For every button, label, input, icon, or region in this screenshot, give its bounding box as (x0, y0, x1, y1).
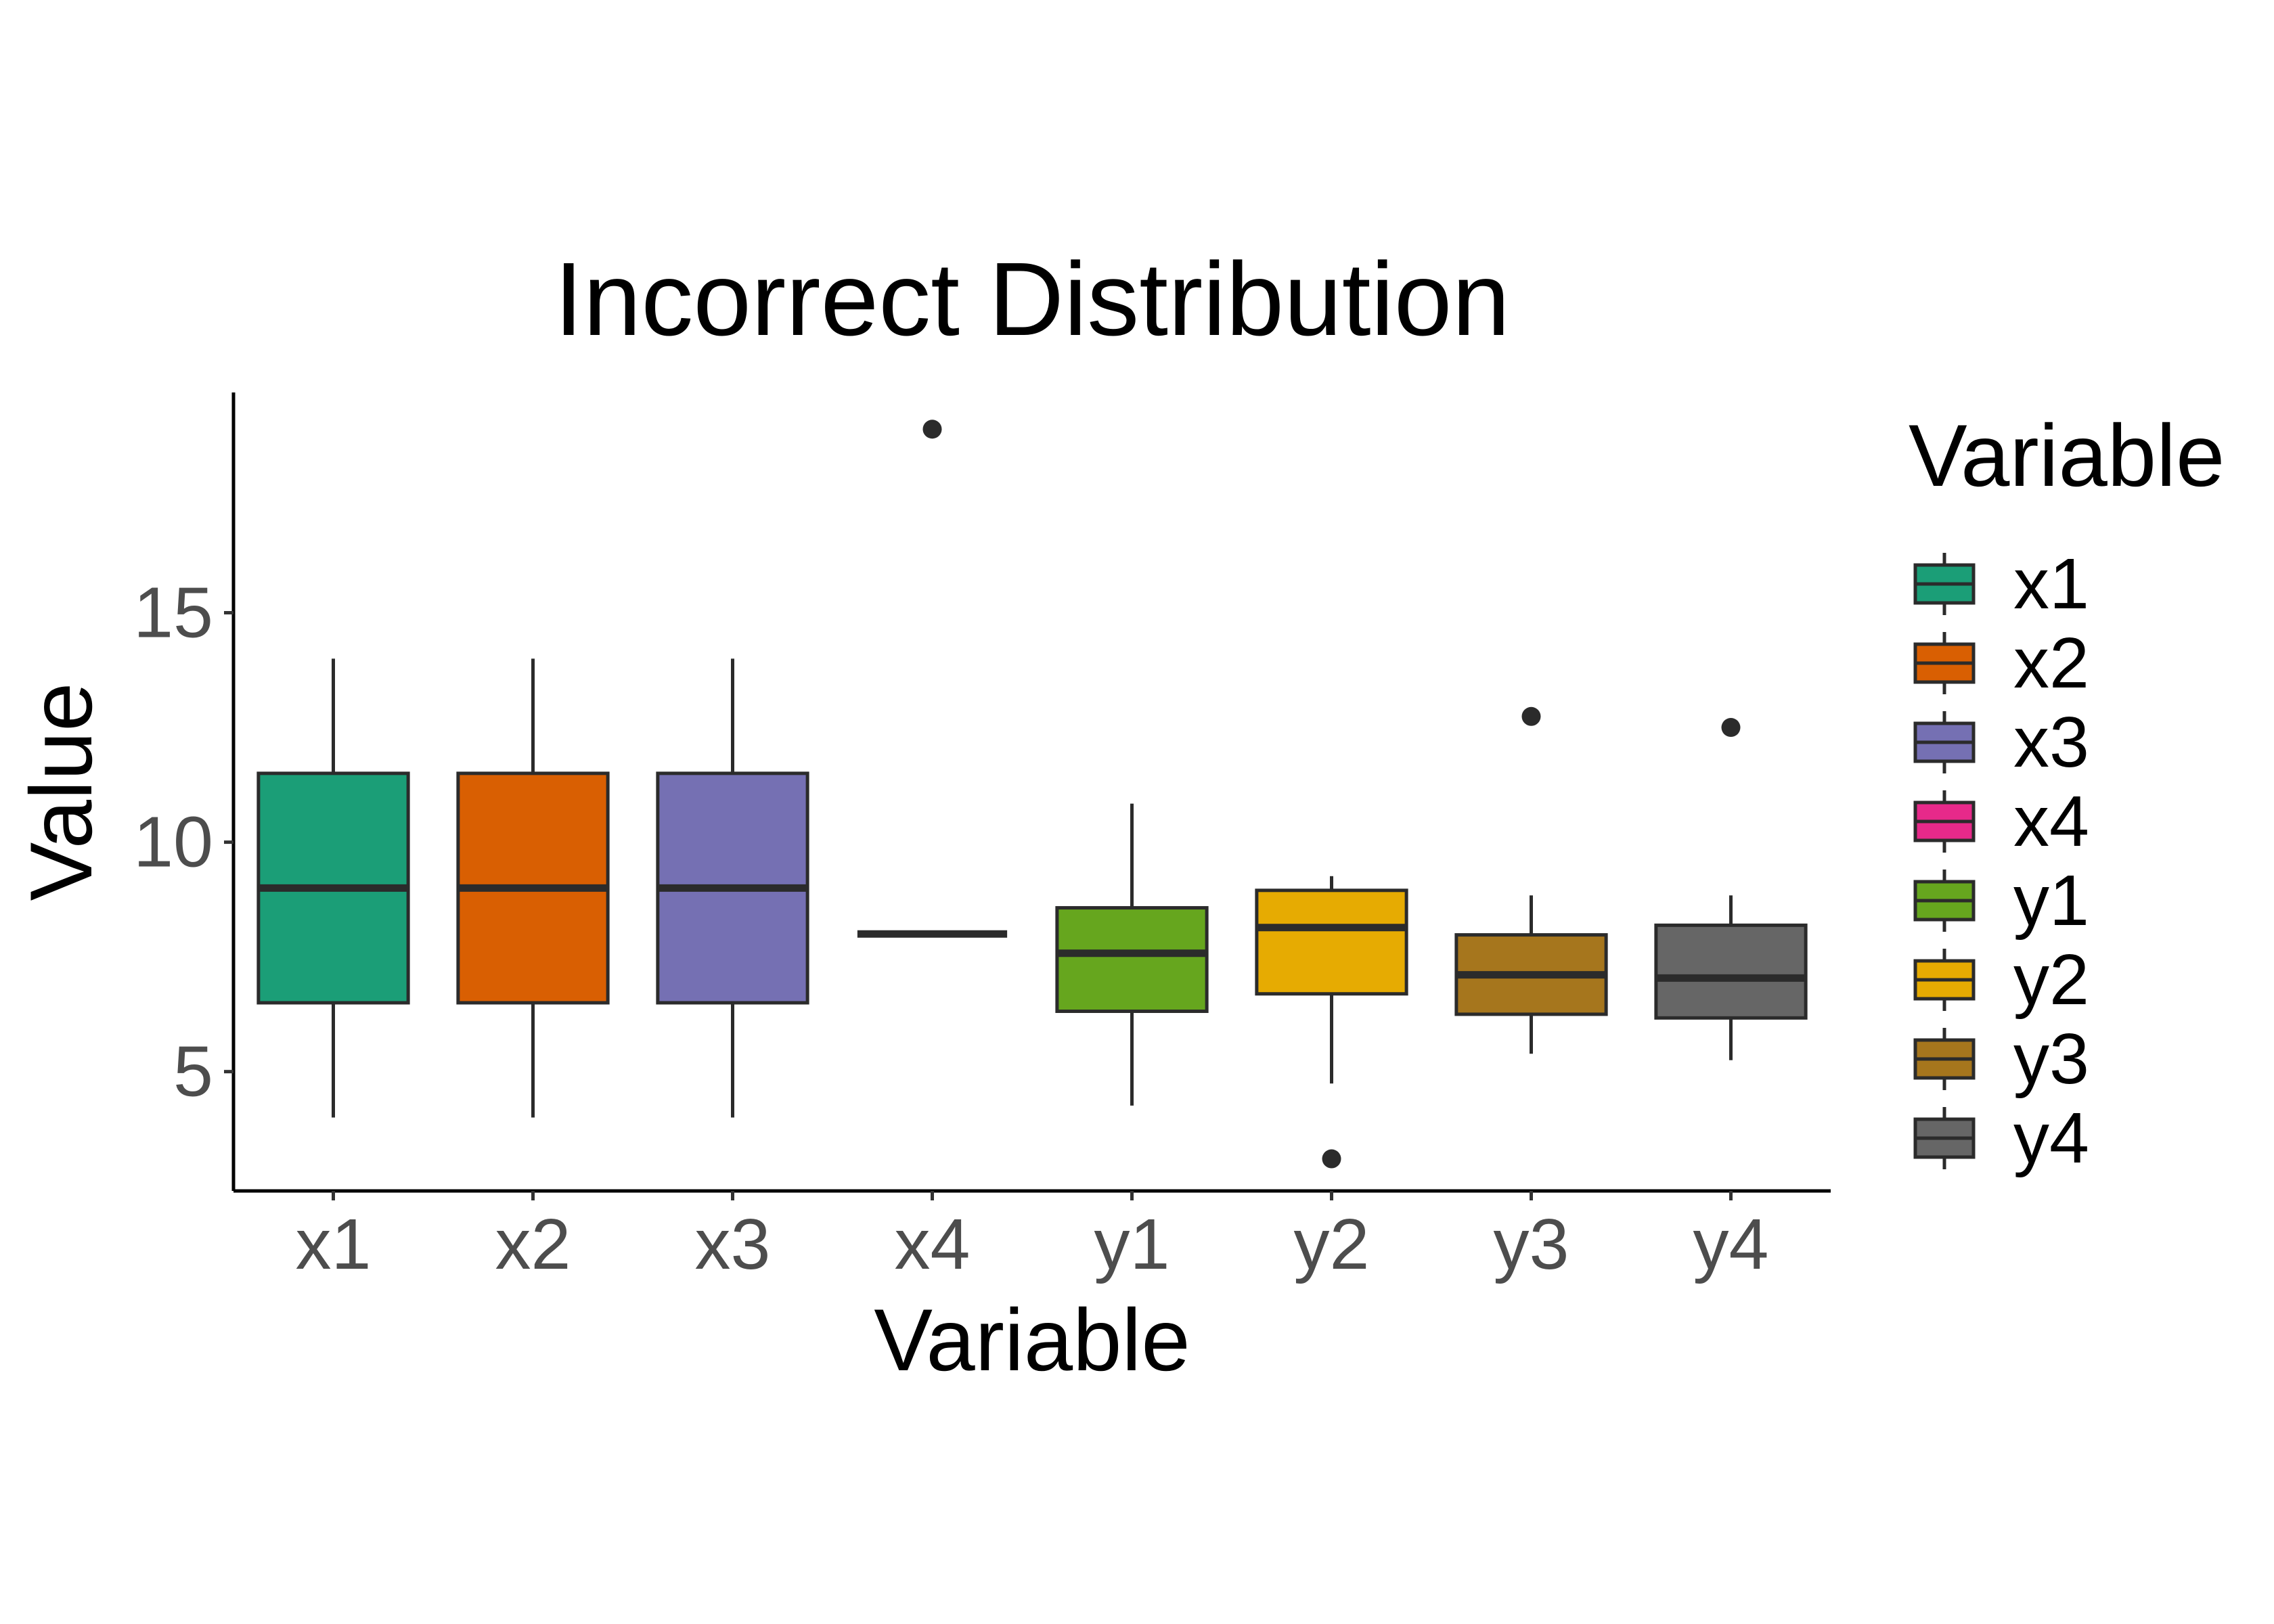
box-y4 (1654, 718, 1808, 1060)
chart-title: Incorrect Distribution (554, 241, 1510, 357)
y-axis-ticks: 5 10 15 (133, 573, 233, 1112)
y-tick-label-15: 15 (133, 573, 213, 653)
y-axis-label: Value (12, 683, 110, 901)
x-tick-label-y4: y4 (1693, 1204, 1769, 1284)
iqr-box-y1 (1055, 906, 1209, 1013)
box-x3 (656, 658, 809, 1118)
box-y1 (1055, 803, 1209, 1106)
legend-item-x2: x2 (1913, 623, 2089, 703)
x-tick-label-y1: y1 (1094, 1204, 1170, 1284)
x-tick-label-y3: y3 (1494, 1204, 1569, 1284)
legend-item-y2: y2 (1913, 940, 2089, 1020)
iqr-box-y4 (1654, 923, 1808, 1020)
x-tick-label-y2: y2 (1294, 1204, 1370, 1284)
box-y2 (1255, 876, 1408, 1169)
legend-title: Variable (1909, 406, 2225, 505)
x-tick-label-x3: x3 (695, 1204, 771, 1284)
legend-label-y1: y1 (2013, 861, 2089, 941)
y-tick-label-5: 5 (173, 1032, 213, 1112)
legend-label-x3: x3 (2013, 702, 2089, 782)
x-tick-label-x2: x2 (495, 1204, 571, 1284)
plot-area (257, 420, 1808, 1169)
legend-item-y1: y1 (1913, 861, 2089, 941)
legend-label-x1: x1 (2013, 544, 2089, 624)
x-tick-label-x4: x4 (895, 1204, 971, 1284)
box-x1 (257, 658, 410, 1118)
y-tick-label-10: 10 (133, 803, 213, 882)
legend-item-x4: x4 (1913, 782, 2089, 861)
x-axis-label: Variable (874, 1290, 1190, 1389)
legend-item-y3: y3 (1913, 1019, 2089, 1099)
box-x4 (857, 420, 1008, 938)
legend-label-y3: y3 (2013, 1019, 2089, 1099)
legend-label-x2: x2 (2013, 623, 2089, 703)
legend-label-y2: y2 (2013, 940, 2089, 1020)
legend-label-x4: x4 (2013, 782, 2089, 861)
legend-item-x3: x3 (1913, 702, 2089, 782)
box-x2 (456, 658, 610, 1118)
legend-item-y4: y4 (1913, 1098, 2089, 1178)
outlier-point-y3-0 (1521, 706, 1541, 726)
outlier-point-y4-0 (1721, 718, 1741, 738)
iqr-box-y2 (1255, 888, 1408, 996)
outlier-point-x4-0 (922, 420, 942, 439)
box-y3 (1454, 706, 1608, 1054)
legend-item-x1: x1 (1913, 544, 2089, 624)
legend-label-y4: y4 (2013, 1098, 2089, 1178)
outlier-point-y2-0 (1322, 1149, 1341, 1169)
x-tick-label-x1: x1 (296, 1204, 372, 1284)
x-axis-ticks: x1 x2 x3 x4 y1 y2 y3 y4 (296, 1191, 1769, 1284)
